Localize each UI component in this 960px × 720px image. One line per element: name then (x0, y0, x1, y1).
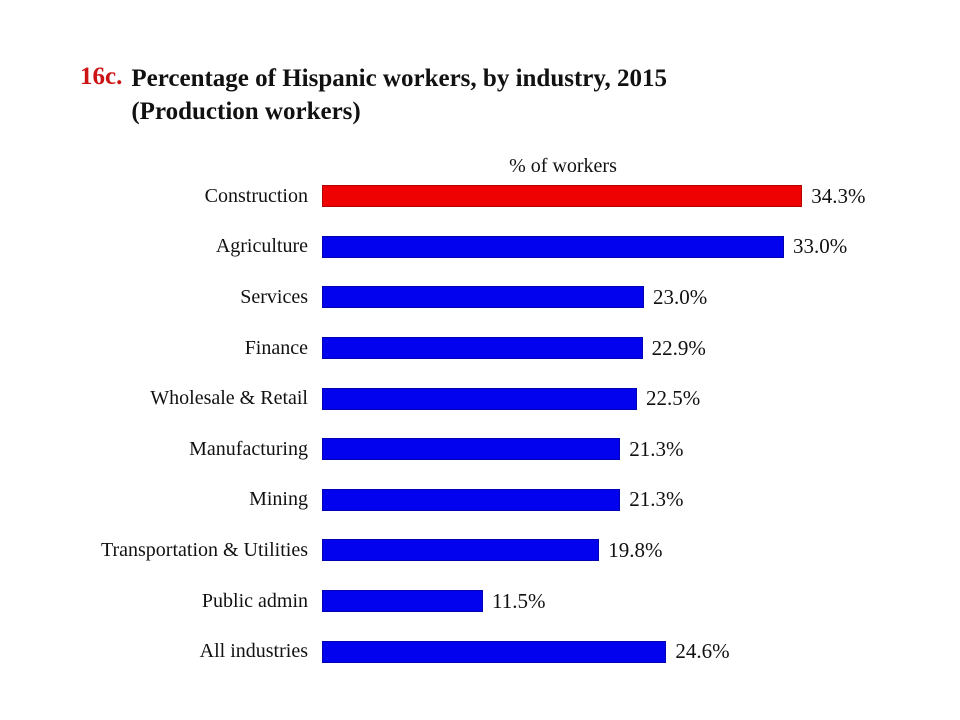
value-label: 24.6% (675, 639, 730, 664)
value-label: 22.9% (651, 335, 706, 360)
chart-row: Services 23.0% (0, 272, 960, 323)
category-label: Services (240, 285, 308, 308)
axis-title: % of workers (509, 155, 617, 177)
chart-row: Manufacturing 21.3% (0, 424, 960, 475)
value-label: 19.8% (608, 537, 663, 562)
chart-title: 16c. Percentage of Hispanic workers, by … (80, 63, 667, 128)
value-label: 21.3% (629, 436, 684, 461)
bar (322, 438, 621, 461)
chart-row: All industries 24.6% (0, 626, 960, 677)
value-label: 34.3% (811, 183, 866, 208)
value-label: 22.5% (646, 386, 701, 411)
chart-rows: Construction 34.3% Agriculture 33.0% Service… (0, 171, 960, 677)
bar (322, 488, 621, 511)
title-text: Percentage of Hispanic workers, by indus… (131, 63, 667, 128)
bar (322, 640, 667, 663)
category-label: Agriculture (215, 235, 308, 258)
page-title: Percentage of Hispanic workers, by indus… (131, 65, 667, 92)
chart-row: Transportation & Utilities 19.8% (0, 525, 960, 576)
category-label: Finance (244, 336, 308, 359)
bar (322, 539, 600, 562)
page-subtitle: (Production workers) (131, 97, 361, 125)
category-label: All industries (199, 640, 308, 663)
category-label: Mining (249, 488, 308, 511)
value-label: 11.5% (492, 588, 546, 613)
figure-number: 16c. (80, 63, 123, 90)
bar (322, 337, 643, 360)
value-label: 21.3% (629, 487, 684, 512)
bar (322, 235, 784, 258)
chart-row: Mining 21.3% (0, 475, 960, 526)
category-label: Public admin (201, 589, 308, 612)
category-label: Transportation & Utilities (100, 538, 308, 561)
category-label: Construction (204, 184, 308, 207)
chart-row: Construction 34.3% (0, 171, 960, 222)
chart-row: Public admin 11.5% (0, 576, 960, 627)
bar (322, 286, 644, 309)
category-label: Wholesale & Retail (150, 387, 308, 410)
bar (322, 185, 803, 208)
value-label: 23.0% (653, 284, 708, 309)
category-label: Manufacturing (189, 437, 308, 460)
chart-row: Wholesale & Retail 22.5% (0, 373, 960, 424)
value-label: 33.0% (793, 234, 848, 259)
bar (322, 590, 483, 613)
chart-row: Finance 22.9% (0, 323, 960, 374)
chart-row: Agriculture 33.0% (0, 222, 960, 273)
bar (322, 387, 637, 410)
